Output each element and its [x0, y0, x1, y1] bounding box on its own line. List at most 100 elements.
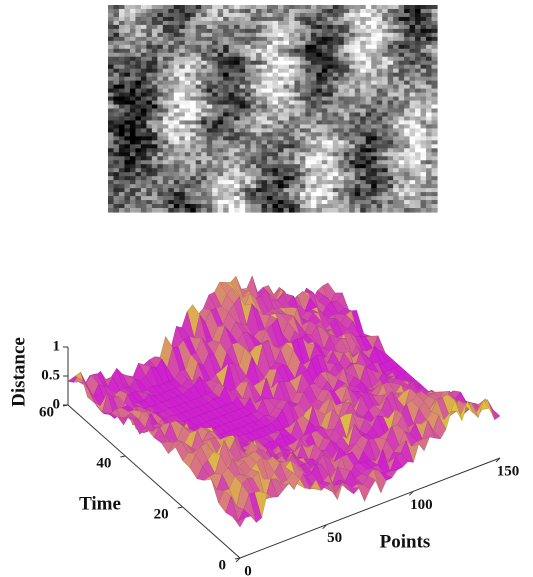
image-pixel — [426, 192, 432, 197]
image-pixel — [190, 188, 196, 193]
image-pixel — [119, 105, 125, 110]
image-pixel — [130, 33, 136, 38]
image-pixel — [212, 168, 218, 173]
image-pixel — [311, 128, 317, 133]
image-pixel — [119, 132, 125, 137]
image-pixel — [223, 101, 229, 106]
image-pixel — [344, 21, 350, 26]
image-pixel — [113, 17, 119, 22]
image-pixel — [240, 140, 246, 145]
image-pixel — [382, 128, 388, 133]
image-pixel — [289, 116, 295, 121]
image-pixel — [113, 69, 119, 74]
image-pixel — [262, 136, 268, 141]
image-pixel — [371, 73, 377, 78]
image-pixel — [366, 152, 372, 157]
image-pixel — [223, 176, 229, 181]
image-pixel — [168, 65, 174, 70]
image-pixel — [223, 128, 229, 133]
image-pixel — [415, 124, 421, 129]
image-pixel — [163, 105, 169, 110]
image-pixel — [245, 105, 251, 110]
image-pixel — [311, 188, 317, 193]
image-pixel — [262, 172, 268, 177]
image-pixel — [229, 124, 235, 129]
image-pixel — [333, 29, 339, 34]
image-pixel — [196, 180, 202, 185]
image-pixel — [355, 65, 361, 70]
image-pixel — [207, 105, 213, 110]
image-pixel — [234, 120, 240, 125]
image-pixel — [141, 109, 147, 114]
image-pixel — [245, 97, 251, 102]
image-pixel — [393, 57, 399, 62]
image-pixel — [432, 124, 438, 129]
image-pixel — [163, 148, 169, 153]
image-pixel — [300, 188, 306, 193]
image-pixel — [234, 136, 240, 141]
image-pixel — [152, 188, 158, 193]
image-pixel — [185, 17, 191, 22]
image-pixel — [240, 148, 246, 153]
image-pixel — [360, 136, 366, 141]
image-pixel — [322, 45, 328, 50]
image-pixel — [108, 208, 114, 213]
image-pixel — [229, 57, 235, 62]
image-pixel — [229, 136, 235, 141]
image-pixel — [289, 160, 295, 165]
image-pixel — [273, 21, 279, 26]
image-pixel — [245, 172, 251, 177]
image-pixel — [124, 128, 130, 133]
image-pixel — [377, 77, 383, 82]
image-pixel — [382, 148, 388, 153]
image-pixel — [218, 77, 224, 82]
image-pixel — [229, 17, 235, 22]
image-pixel — [130, 17, 136, 22]
image-pixel — [311, 120, 317, 125]
image-pixel — [388, 164, 394, 169]
image-pixel — [262, 120, 268, 125]
image-pixel — [322, 172, 328, 177]
image-pixel — [399, 105, 405, 110]
image-pixel — [229, 9, 235, 14]
image-pixel — [113, 112, 119, 117]
image-pixel — [229, 112, 235, 117]
image-pixel — [245, 61, 251, 66]
image-pixel — [179, 105, 185, 110]
image-pixel — [327, 109, 333, 114]
image-pixel — [256, 9, 262, 14]
image-pixel — [157, 5, 163, 10]
image-pixel — [245, 29, 251, 34]
image-pixel — [360, 37, 366, 42]
image-pixel — [168, 128, 174, 133]
image-pixel — [240, 144, 246, 149]
image-pixel — [157, 13, 163, 18]
image-pixel — [366, 112, 372, 117]
image-pixel — [234, 101, 240, 106]
image-pixel — [174, 9, 180, 14]
image-pixel — [190, 49, 196, 54]
image-pixel — [410, 105, 416, 110]
image-pixel — [349, 57, 355, 62]
image-pixel — [415, 136, 421, 141]
image-pixel — [119, 53, 125, 58]
image-pixel — [355, 93, 361, 98]
image-pixel — [273, 57, 279, 62]
image-pixel — [113, 164, 119, 169]
image-pixel — [141, 57, 147, 62]
image-pixel — [421, 164, 427, 169]
image-pixel — [218, 13, 224, 18]
image-pixel — [432, 152, 438, 157]
image-pixel — [212, 120, 218, 125]
image-pixel — [152, 148, 158, 153]
image-pixel — [256, 116, 262, 121]
image-pixel — [168, 152, 174, 157]
image-pixel — [273, 25, 279, 30]
image-pixel — [289, 97, 295, 102]
image-pixel — [349, 176, 355, 181]
image-pixel — [152, 120, 158, 125]
image-pixel — [130, 192, 136, 197]
image-pixel — [377, 136, 383, 141]
image-pixel — [157, 101, 163, 106]
image-pixel — [393, 176, 399, 181]
